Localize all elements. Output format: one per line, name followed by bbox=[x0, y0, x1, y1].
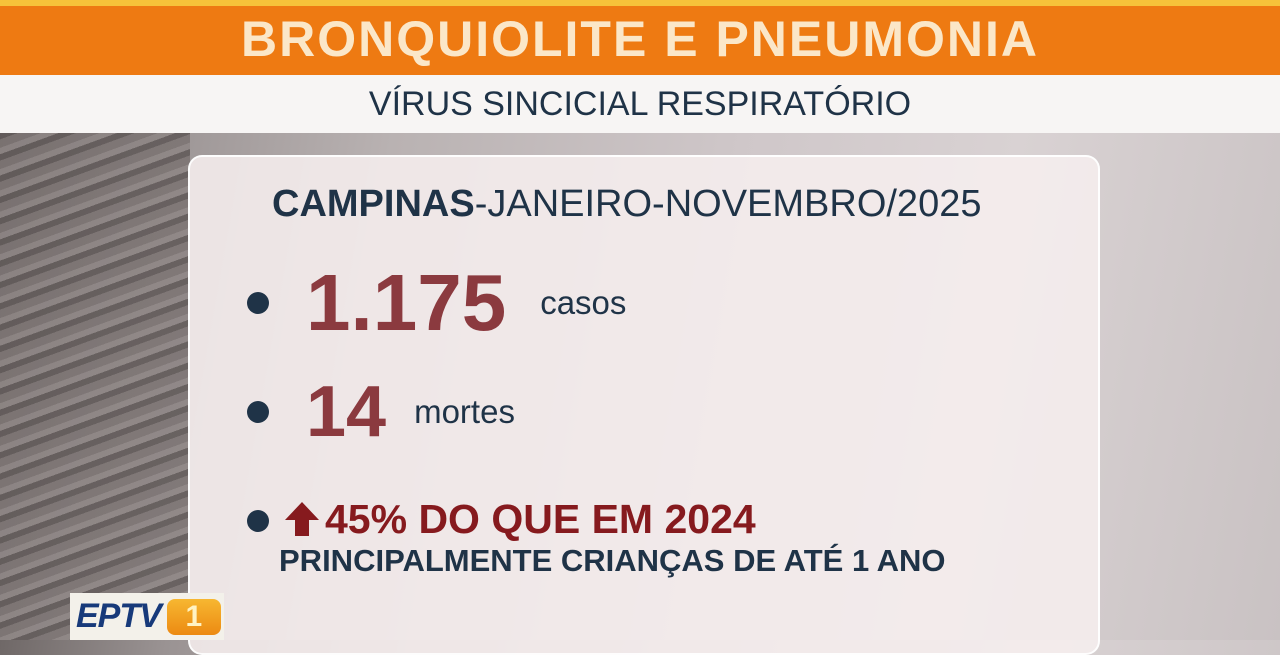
deaths-value: 14 bbox=[306, 372, 387, 452]
city: CAMPINAS bbox=[272, 183, 475, 225]
note: PRINCIPALMENTE CRIANÇAS DE ATÉ 1 ANO bbox=[279, 543, 946, 578]
eptv-logo: EPTV 1 bbox=[70, 593, 224, 640]
logo-number: 1 bbox=[166, 598, 221, 635]
cases-value: 1.175 bbox=[306, 258, 507, 347]
subtitle-bar: VÍRUS SINCICIAL RESPIRATÓRIO bbox=[0, 75, 1280, 133]
title-bar: BRONQUIOLITE E PNEUMONIA bbox=[0, 0, 1280, 75]
increase-value: 45% DO QUE EM 2024 bbox=[325, 496, 756, 542]
background-photo bbox=[0, 133, 190, 640]
bullet-icon bbox=[247, 401, 269, 423]
increase-block: 45% DO QUE EM 2024 PRINCIPALMENTE CRIANÇ… bbox=[279, 496, 946, 580]
card-heading: CAMPINAS-JANEIRO-NOVEMBRO/2025 bbox=[272, 182, 981, 226]
increase-row: 45% DO QUE EM 2024 PRINCIPALMENTE CRIANÇ… bbox=[247, 496, 946, 580]
logo-text: EPTV bbox=[76, 597, 162, 635]
deaths-label: mortes bbox=[414, 393, 515, 430]
title: BRONQUIOLITE E PNEUMONIA bbox=[240, 11, 1040, 67]
cases-label: casos bbox=[540, 284, 627, 321]
info-card bbox=[188, 155, 1100, 655]
subtitle: VÍRUS SINCICIAL RESPIRATÓRIO bbox=[368, 85, 912, 123]
increase-text: 45% DO QUE EM 2024 bbox=[283, 496, 946, 542]
cases-row: 1.175 casos bbox=[247, 258, 626, 348]
bullet-icon bbox=[247, 510, 269, 532]
deaths-row: 14 mortes bbox=[247, 372, 515, 452]
period: -JANEIRO-NOVEMBRO/2025 bbox=[474, 183, 982, 225]
bullet-icon bbox=[247, 292, 269, 314]
arrow-up-icon bbox=[285, 502, 319, 536]
